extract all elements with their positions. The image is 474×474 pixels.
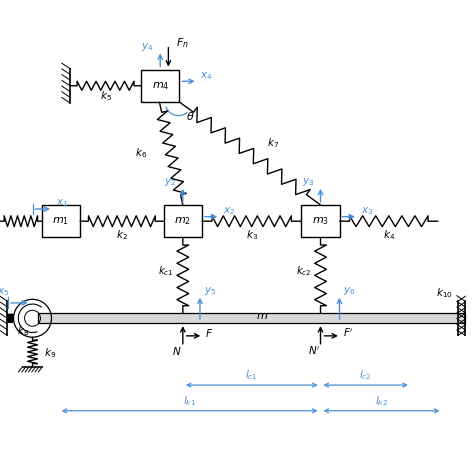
Text: $k_5$: $k_5$ (100, 89, 111, 102)
Text: $N'$: $N'$ (308, 345, 320, 357)
Text: $F_n$: $F_n$ (176, 36, 189, 50)
Text: $k_7$: $k_7$ (266, 137, 279, 150)
Bar (141, 70, 180, 102)
Text: $F'$: $F'$ (343, 327, 354, 339)
Text: $l_{c2}$: $l_{c2}$ (359, 368, 372, 382)
Text: $m_2$: $m_2$ (174, 215, 191, 227)
Text: $m$: $m$ (256, 311, 268, 321)
Text: $m_3$: $m_3$ (312, 215, 329, 227)
Bar (301, 205, 340, 237)
Text: $m_1$: $m_1$ (53, 215, 70, 227)
Text: $k_{10}$: $k_{10}$ (436, 286, 453, 301)
Text: $F$: $F$ (205, 327, 213, 339)
Text: $k_9$: $k_9$ (44, 346, 56, 360)
Text: $x_3$: $x_3$ (361, 205, 373, 217)
Text: $\theta$: $\theta$ (185, 109, 194, 121)
Text: $k_6$: $k_6$ (135, 146, 147, 160)
Text: $y_6$: $y_6$ (343, 285, 356, 297)
Bar (42, 205, 80, 237)
Text: $x_5$: $x_5$ (0, 286, 10, 298)
Text: $k_{c1}$: $k_{c1}$ (158, 264, 173, 278)
Text: $l_{c1}$: $l_{c1}$ (245, 368, 258, 382)
Text: $l_{k1}$: $l_{k1}$ (183, 394, 196, 408)
Text: $k_2$: $k_2$ (116, 228, 128, 242)
Text: $y_5$: $y_5$ (204, 285, 216, 297)
Text: $y_2$: $y_2$ (164, 176, 176, 188)
Bar (38, 313, 465, 323)
Text: $y_3$: $y_3$ (301, 176, 314, 188)
Text: $x_1$: $x_1$ (55, 197, 68, 209)
Text: $k_8$: $k_8$ (17, 324, 28, 338)
Bar (164, 205, 202, 237)
Text: $x_2$: $x_2$ (223, 205, 235, 217)
Text: $l_{k2}$: $l_{k2}$ (375, 394, 388, 408)
Text: $m_4$: $m_4$ (152, 80, 169, 91)
Text: $x_4$: $x_4$ (200, 70, 213, 82)
Text: $k_{c2}$: $k_{c2}$ (296, 264, 311, 278)
Text: $k_3$: $k_3$ (246, 228, 258, 242)
Text: $y_4$: $y_4$ (141, 41, 154, 53)
Text: $k_4$: $k_4$ (383, 228, 395, 242)
Text: $N$: $N$ (172, 345, 181, 357)
